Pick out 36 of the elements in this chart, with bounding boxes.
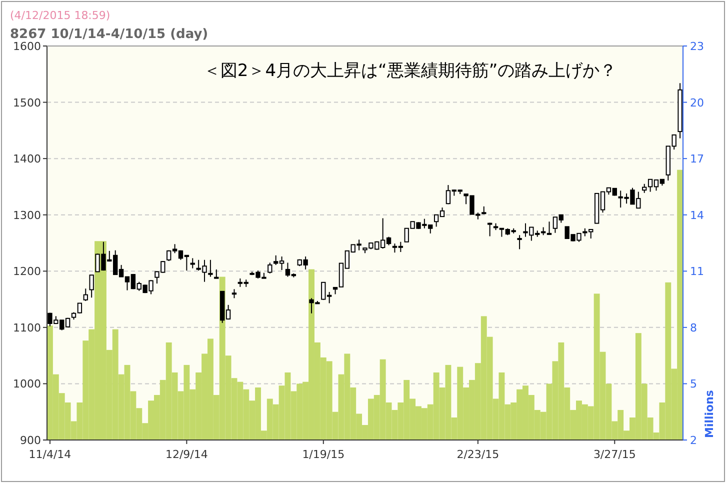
y-tick-label: 1100 [13,321,41,334]
candlestick [208,259,213,278]
text: ＜図2＞4月の大上昇は“悪業績期待筋”の踏み上げか？ [203,61,617,81]
chart-subtitle: 8267 10/1/14-4/10/15 (day) [10,27,208,42]
y2-tick-label: 14 [690,208,704,222]
y-tick-label: 1400 [13,152,41,166]
candlestick [487,222,492,237]
y2-tick-label: 23 [690,40,704,53]
y2-tick-label: 11 [690,265,704,278]
candlestick [268,262,272,274]
x-tick-label: 12/9/14 [165,448,208,461]
x-tick-label: 11/4/14 [28,448,72,461]
y-tick-label: 1200 [13,265,41,278]
y2-tick-label: 17 [690,152,704,166]
y-tick-label: 900 [20,434,41,447]
y2-tick-label: 20 [690,96,704,110]
x-tick-label: 3/27/15 [593,448,636,461]
candlestick [190,258,195,269]
y-tick-label: 1000 [13,378,41,391]
x-tick-label: 2/23/15 [456,448,500,461]
candlestick [546,221,552,235]
y2-axis-title: Millions [703,390,716,438]
y2-tick-label: 2 [690,434,697,447]
x-tick-label: 1/19/15 [302,448,345,461]
y-tick-label: 1500 [13,96,41,110]
y2-tick-label: 5 [690,378,697,391]
candlestick [89,274,94,298]
y-tick-label: 1600 [13,40,41,53]
y-tick-label: 1300 [13,208,41,222]
y2-tick-label: 8 [690,321,697,334]
text: (4/12/2015 18:59) [10,9,110,22]
candlestick [232,288,237,299]
candlestick [214,268,219,279]
candlestick [83,288,88,302]
candlestick [642,183,647,194]
candlestick [517,234,522,250]
